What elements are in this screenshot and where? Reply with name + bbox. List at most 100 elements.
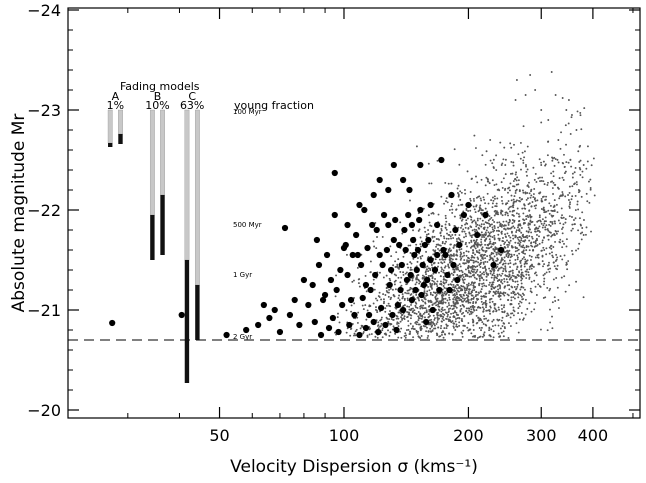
gray-point [519,241,522,244]
gray-point [474,271,477,274]
gray-point [469,191,472,193]
gray-point [455,268,458,271]
gray-point [482,282,485,285]
gray-point [443,261,446,264]
gray-point [470,310,473,313]
gray-point [493,229,496,232]
gray-point [512,164,515,167]
gray-point [467,282,470,285]
gray-point [421,315,424,318]
gray-point [533,279,536,282]
gray-point [488,182,491,185]
gray-point [445,220,448,223]
black-point [362,281,370,289]
black-point [434,251,441,259]
gray-point [525,230,528,233]
black-point [401,226,408,234]
gray-point [442,282,445,285]
gray-point [565,143,567,146]
gray-point [558,307,560,309]
gray-point [535,204,538,207]
gray-point [514,189,517,192]
gray-point [530,244,533,247]
gray-point [464,188,466,191]
black-point [405,211,412,219]
gray-point [525,198,528,201]
gray-point [526,174,528,177]
black-point [398,261,405,269]
gray-point [428,221,431,224]
gray-point [507,262,510,265]
black-point [327,276,335,284]
gray-point [509,316,512,319]
gray-point [384,307,387,310]
gray-point [413,312,416,315]
gray-point [527,226,530,229]
gray-point [493,184,496,186]
gray-point [480,241,483,243]
gray-point [552,170,555,173]
gray-point [525,215,528,218]
gray-point [452,301,455,304]
gray-point [485,176,488,179]
gray-point [414,304,417,307]
gray-point [380,298,383,301]
gray-point [467,322,470,325]
gray-point [503,326,506,328]
gray-point [447,311,450,314]
gray-point [520,198,523,201]
gray-point [482,295,485,298]
gray-point [444,301,447,304]
gray-point [507,200,510,202]
gray-point [516,176,519,179]
gray-point [462,329,465,332]
gray-point [473,309,476,312]
gray-point [555,253,558,256]
y-axis-title: Absolute magnitude Mr [9,114,29,313]
gray-point [515,212,518,215]
gray-point [526,184,529,187]
gray-point [532,249,535,252]
gray-point [455,258,458,261]
gray-point [473,281,476,284]
gray-point [512,306,515,309]
gray-point [495,248,498,251]
gray-point [493,197,496,200]
gray-point [542,246,545,249]
gray-point [511,213,514,216]
gray-point [440,282,443,285]
gray-point [503,294,506,297]
gray-point [527,245,530,248]
gray-point [513,195,516,198]
gray-point [530,205,533,208]
gray-point [453,316,456,319]
gray-point [523,156,526,159]
gray-point [509,256,512,259]
black-point [425,236,432,244]
gray-point [539,328,542,331]
gray-point [577,208,580,211]
black-point [376,176,383,184]
gray-point [514,275,517,278]
black-point [434,221,441,229]
gray-point [431,329,434,332]
gray-point [511,269,514,272]
gray-point [467,267,470,270]
black-point [427,256,434,264]
gray-point [401,293,404,296]
gray-point [389,298,392,301]
gray-point [471,281,474,284]
gray-point [532,166,535,169]
gray-point [503,310,506,313]
gray-point [580,195,583,198]
gray-point [486,226,489,229]
gray-point [423,275,426,278]
gray-point [481,257,484,260]
gray-point [469,266,472,269]
gray-point [505,253,508,256]
gray-point [474,253,476,256]
gray-point [503,280,506,283]
gray-point [549,308,551,311]
gray-point [514,293,517,296]
gray-point [560,194,563,197]
